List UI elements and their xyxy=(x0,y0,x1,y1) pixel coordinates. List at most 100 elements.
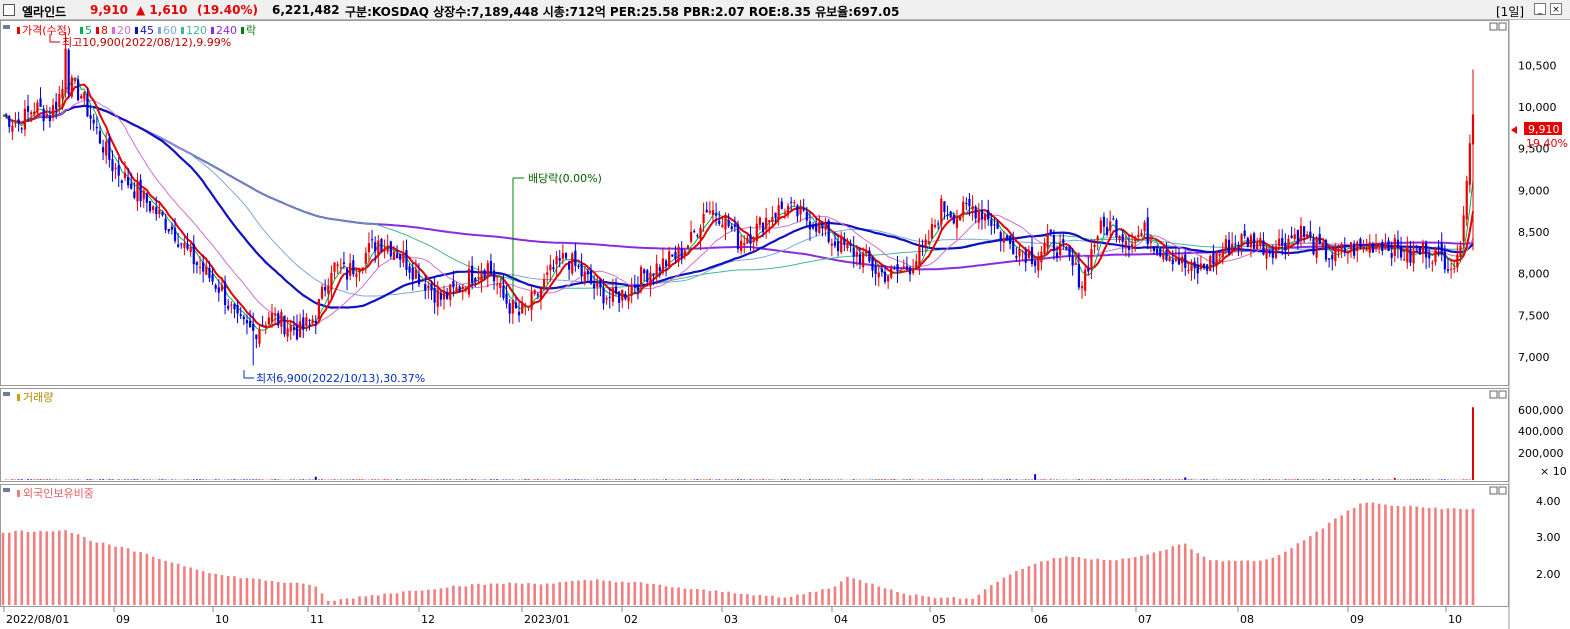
candle-body xyxy=(896,264,899,272)
candle-body xyxy=(1090,249,1093,269)
volume-bar xyxy=(511,479,514,480)
candle-body xyxy=(1421,242,1425,254)
candle-body xyxy=(1159,248,1162,257)
candle-body xyxy=(446,292,449,299)
foreign-bar xyxy=(1015,570,1018,605)
foreign-bar xyxy=(1083,558,1087,605)
volume-bar xyxy=(1009,479,1012,480)
volume-bar xyxy=(1440,479,1443,480)
candle-body xyxy=(277,313,280,326)
candle-body xyxy=(1440,242,1443,254)
volume-bar xyxy=(971,479,974,480)
volume-bar xyxy=(621,479,624,480)
candle-body xyxy=(536,294,539,296)
candle-body xyxy=(630,286,633,296)
volume-bar xyxy=(36,479,39,480)
foreign-bar xyxy=(1277,554,1281,605)
legend-label-4: 45 xyxy=(140,24,154,37)
candle-body xyxy=(783,212,787,214)
candle-body xyxy=(1318,234,1321,244)
candle-body xyxy=(245,320,249,324)
candle-body xyxy=(270,312,274,323)
select-checkbox[interactable] xyxy=(3,4,15,16)
foreign-bar xyxy=(927,596,931,605)
candle-body xyxy=(336,264,339,267)
candle-body xyxy=(1306,234,1309,239)
panel-handle-icon[interactable] xyxy=(3,392,10,396)
candle-body xyxy=(1243,230,1246,237)
volume-bar xyxy=(618,479,621,480)
foreign-bar xyxy=(320,593,324,605)
foreign-bar xyxy=(752,595,755,605)
candle-body xyxy=(101,147,105,153)
legend-label-1: 5 xyxy=(85,24,92,37)
foreign-bar xyxy=(614,582,618,605)
volume-title: 거래량 xyxy=(23,391,53,404)
candle-body xyxy=(946,214,949,216)
candle-body xyxy=(358,269,361,273)
foreign-bar xyxy=(433,589,436,605)
volume-bar xyxy=(233,479,236,480)
foreign-bar xyxy=(414,590,418,605)
candle-body xyxy=(8,115,11,127)
foreign-bar xyxy=(696,589,699,605)
volume-bar xyxy=(1140,479,1143,480)
candle-body xyxy=(736,224,740,249)
candle-body xyxy=(636,287,640,291)
panel-handle-icon[interactable] xyxy=(3,488,10,492)
close-button[interactable]: × xyxy=(1550,3,1562,15)
foreign-bar xyxy=(220,575,224,605)
candle-body xyxy=(705,209,708,213)
foreign-bar xyxy=(527,583,530,605)
candle-body xyxy=(680,248,683,258)
candle-body xyxy=(593,283,596,289)
candle-body xyxy=(1156,249,1159,254)
volume-bar xyxy=(824,479,827,480)
candle-body xyxy=(264,324,267,327)
period-selector[interactable]: [1일] xyxy=(1496,5,1525,19)
foreign-bar xyxy=(939,597,943,605)
candle-body xyxy=(61,88,64,99)
candle-body xyxy=(765,217,768,230)
volume-bar xyxy=(708,479,711,480)
foreign-bar xyxy=(358,596,361,605)
candle-body xyxy=(811,226,815,229)
candle-body xyxy=(639,267,643,286)
candle-body xyxy=(352,260,355,275)
minimize-button[interactable]: _ xyxy=(1534,3,1546,15)
stock-chart[interactable]: 가격(수정) 5 8 20 45 60 120 240 락 최고10,900(2022/08/1… xyxy=(0,20,1570,629)
volume-bar xyxy=(808,479,811,480)
price-tick-5: 8,000 xyxy=(1518,268,1550,281)
foreign-bar xyxy=(1008,574,1012,605)
foreign-bar xyxy=(108,544,111,605)
foreign-bar xyxy=(1002,577,1006,605)
foreign-bar xyxy=(583,580,587,605)
panel-handle-icon[interactable] xyxy=(3,25,10,29)
foreign-bar xyxy=(45,531,49,605)
candle-body xyxy=(89,115,92,119)
candle-body xyxy=(158,209,161,214)
candle-body xyxy=(1165,250,1168,261)
panel-buttons[interactable] xyxy=(1489,22,1507,495)
volume-bar xyxy=(1024,479,1027,480)
foreign-bar xyxy=(965,598,968,605)
foreign-bar xyxy=(877,586,881,605)
foreign-bar xyxy=(370,595,374,605)
foreign-bar xyxy=(883,588,887,605)
foreign-bar xyxy=(1440,509,1444,605)
candle-body xyxy=(1315,238,1318,258)
candle-body xyxy=(1174,258,1177,261)
foreign-bar xyxy=(351,598,355,605)
candle-body xyxy=(436,289,439,307)
volume-bar xyxy=(1203,479,1206,480)
foreign-bar xyxy=(739,593,743,605)
volume-bar xyxy=(255,479,258,480)
candle-body xyxy=(173,228,177,241)
foreign-bar xyxy=(95,542,99,605)
foreign-bar xyxy=(1327,522,1331,605)
current-price-label: 9,910 xyxy=(1528,123,1560,136)
foreign-bar xyxy=(577,580,580,605)
candle-body xyxy=(42,108,45,122)
candle-body xyxy=(170,226,173,230)
volume-bar xyxy=(1371,479,1374,480)
